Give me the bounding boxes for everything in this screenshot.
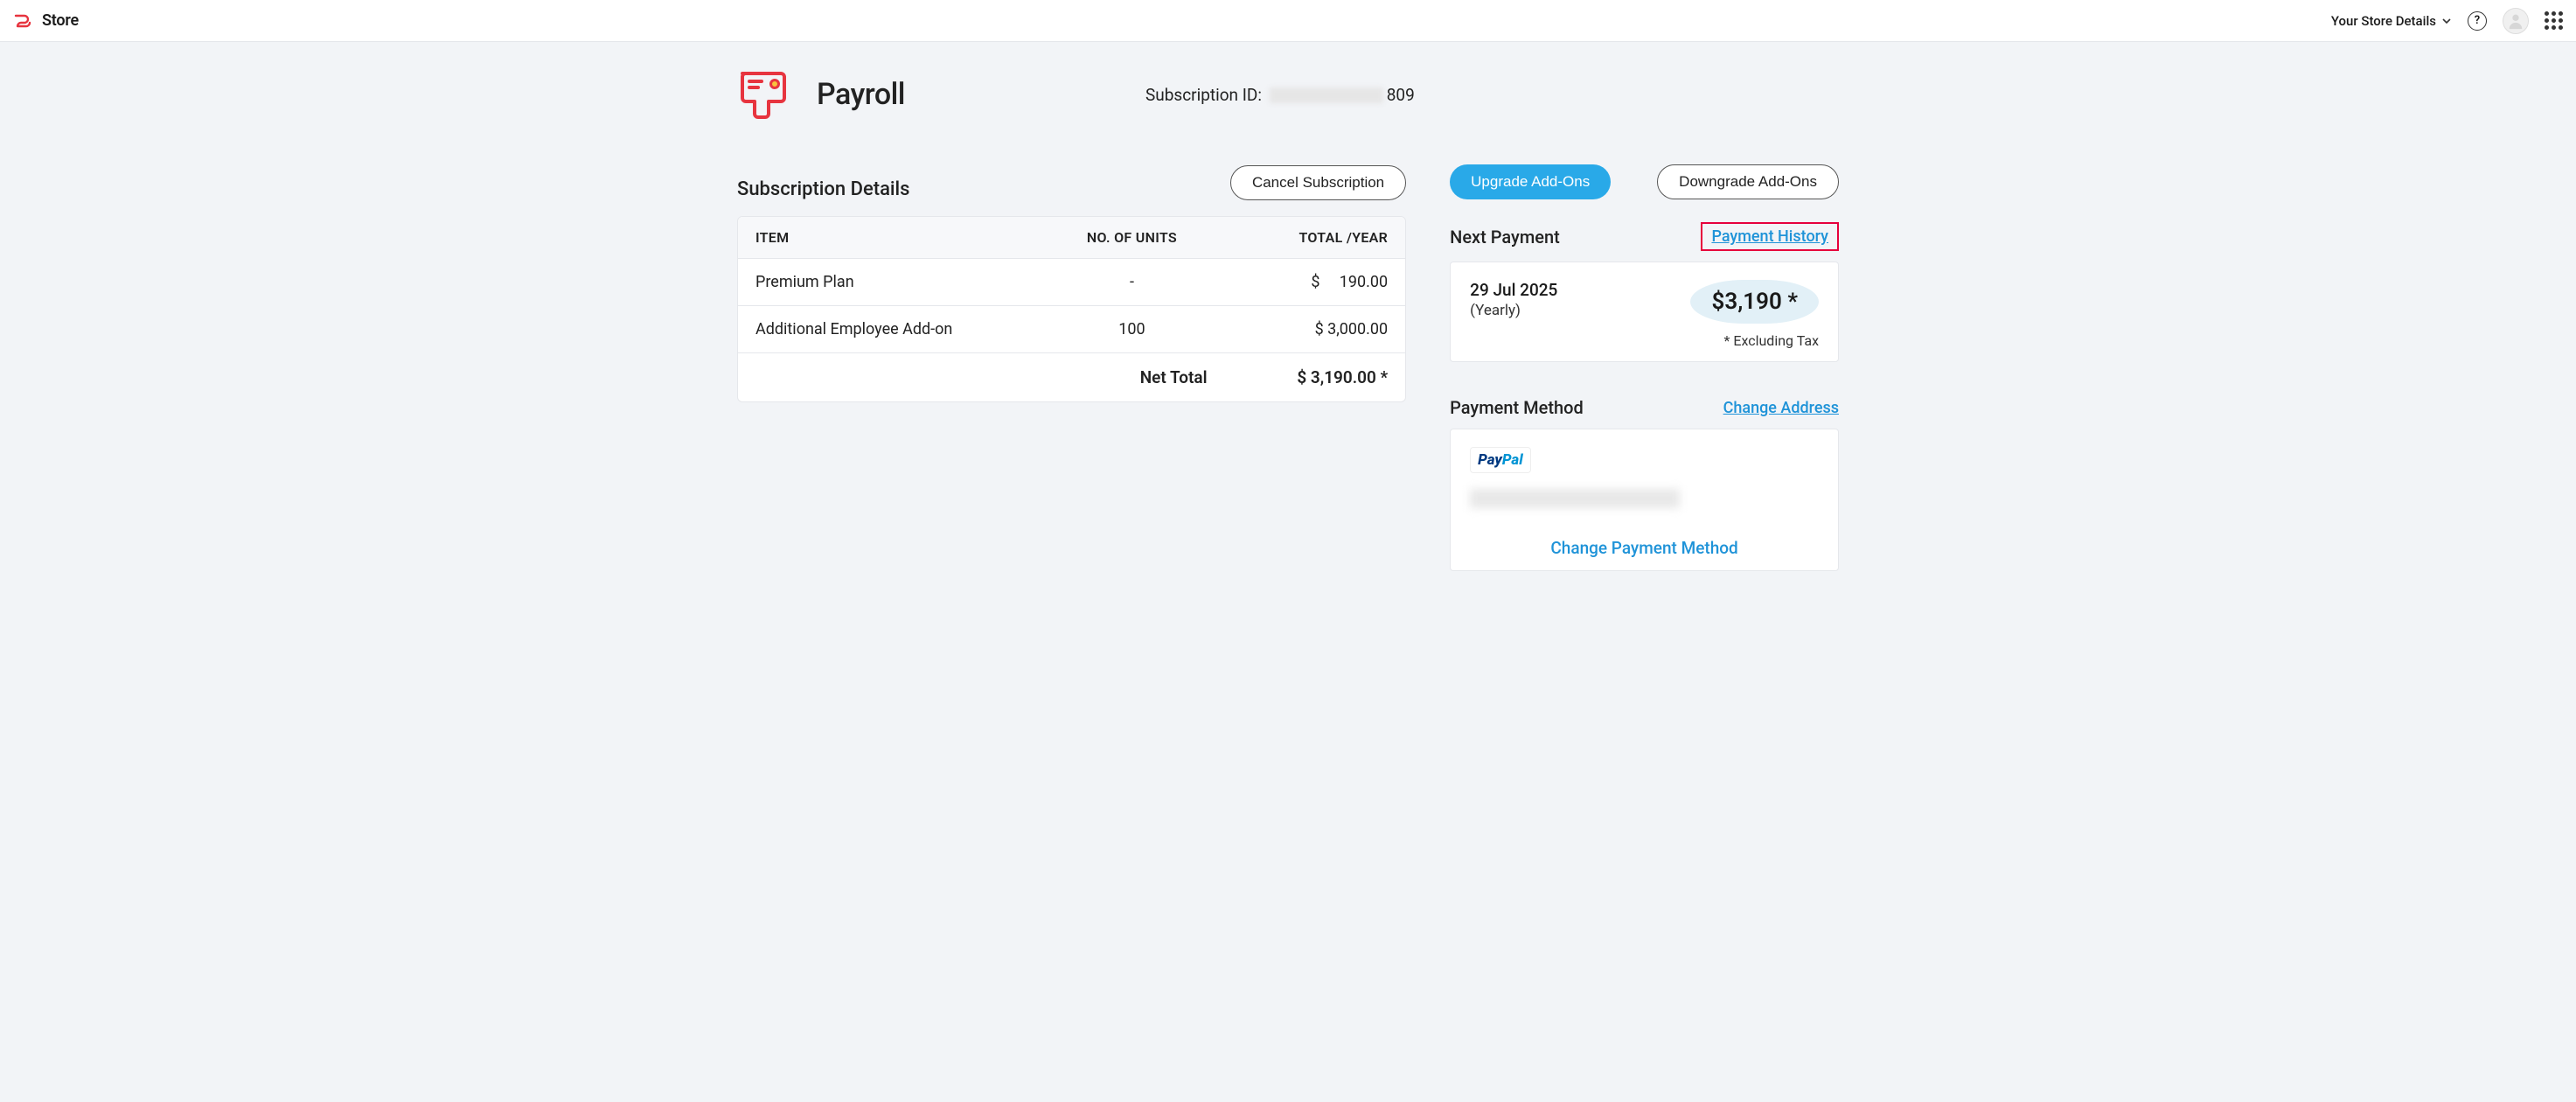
topbar-left: Store — [12, 10, 79, 31]
paypal-text-2: Pal — [1502, 451, 1523, 469]
subscription-id-label: Subscription ID: — [1145, 85, 1262, 105]
right-column: Upgrade Add-Ons Downgrade Add-Ons Next P… — [1450, 138, 1839, 571]
payment-history-link[interactable]: Payment History — [1711, 227, 1828, 246]
paypal-text-1: Pay — [1478, 451, 1502, 469]
next-payment-heading: Next Payment — [1450, 227, 1560, 248]
subscription-id-suffix: 809 — [1387, 85, 1415, 105]
downgrade-addons-button[interactable]: Downgrade Add-Ons — [1657, 164, 1839, 199]
cell-units: - — [1056, 273, 1207, 291]
change-payment-method-link[interactable]: Change Payment Method — [1550, 538, 1737, 558]
next-payment-header: Next Payment Payment History — [1450, 222, 1839, 251]
page-title: Payroll — [817, 77, 905, 112]
redacted-id — [1270, 87, 1383, 103]
paypal-badge: PayPal — [1470, 447, 1531, 473]
change-address-link[interactable]: Change Address — [1723, 399, 1839, 417]
th-units: NO. OF UNITS — [1056, 229, 1207, 246]
left-column: Subscription Details Cancel Subscription… — [737, 138, 1406, 571]
next-payment-date: 29 Jul 2025 — [1470, 280, 1557, 300]
payment-method-heading: Payment Method — [1450, 397, 1584, 418]
next-payment-card: 29 Jul 2025 (Yearly) $3,190 * * Excludin… — [1450, 262, 1839, 362]
brand-text: Store — [42, 11, 79, 30]
subscription-table: ITEM NO. OF UNITS TOTAL /YEAR Premium Pl… — [737, 216, 1406, 402]
cell-empty — [755, 367, 936, 387]
next-payment-amount: $3,190 * — [1690, 280, 1819, 324]
cell-item: Premium Plan — [755, 273, 1056, 291]
main-columns: Subscription Details Cancel Subscription… — [737, 138, 1839, 571]
brand-logo-icon — [12, 10, 33, 31]
avatar[interactable] — [2503, 8, 2529, 34]
page-header: Payroll Subscription ID: 809 — [737, 68, 1839, 121]
payment-method-card: PayPal Change Payment Method — [1450, 429, 1839, 571]
method-footer: Change Payment Method — [1451, 526, 1838, 570]
apps-grid-icon[interactable] — [2545, 11, 2564, 31]
net-total-label: Net Total — [936, 367, 1208, 387]
net-total-row: Net Total $ 3,190.00 * — [738, 353, 1405, 401]
th-total: TOTAL /YEAR — [1208, 229, 1389, 246]
store-details-dropdown[interactable]: Your Store Details — [2331, 13, 2452, 29]
chevron-down-icon — [2441, 16, 2452, 26]
redacted-email — [1470, 489, 1680, 508]
table-row: Additional Employee Add-on 100 $ 3,000.0… — [738, 306, 1405, 353]
topbar: Store Your Store Details ? — [0, 0, 2576, 42]
net-total-value: $ 3,190.00 * — [1208, 367, 1389, 387]
subscription-details-heading: Subscription Details — [737, 178, 909, 200]
cell-total: $ 3,000.00 — [1208, 320, 1389, 338]
excluding-tax-note: * Excluding Tax — [1470, 332, 1819, 349]
user-icon — [2506, 11, 2525, 31]
next-payment-period: (Yearly) — [1470, 302, 1557, 319]
table-header: ITEM NO. OF UNITS TOTAL /YEAR — [738, 217, 1405, 259]
help-icon[interactable]: ? — [2468, 11, 2487, 31]
table-row: Premium Plan - $ 190.00 — [738, 259, 1405, 306]
cell-units: 100 — [1056, 320, 1207, 338]
page-content: Payroll Subscription ID: 809 Subscriptio… — [650, 42, 1926, 606]
cancel-subscription-button[interactable]: Cancel Subscription — [1230, 165, 1406, 200]
payment-method-header: Payment Method Change Address — [1450, 397, 1839, 418]
subscription-id: Subscription ID: 809 — [1145, 85, 1415, 105]
cell-total: $ 190.00 — [1208, 273, 1389, 291]
payment-history-highlight: Payment History — [1701, 222, 1839, 251]
payroll-icon — [737, 68, 795, 121]
th-item: ITEM — [755, 229, 1056, 246]
store-details-label: Your Store Details — [2331, 13, 2436, 29]
upgrade-addons-button[interactable]: Upgrade Add-Ons — [1450, 164, 1611, 199]
topbar-right: Your Store Details ? — [2331, 8, 2564, 34]
addon-actions: Upgrade Add-Ons Downgrade Add-Ons — [1450, 164, 1839, 199]
cell-item: Additional Employee Add-on — [755, 320, 1056, 338]
